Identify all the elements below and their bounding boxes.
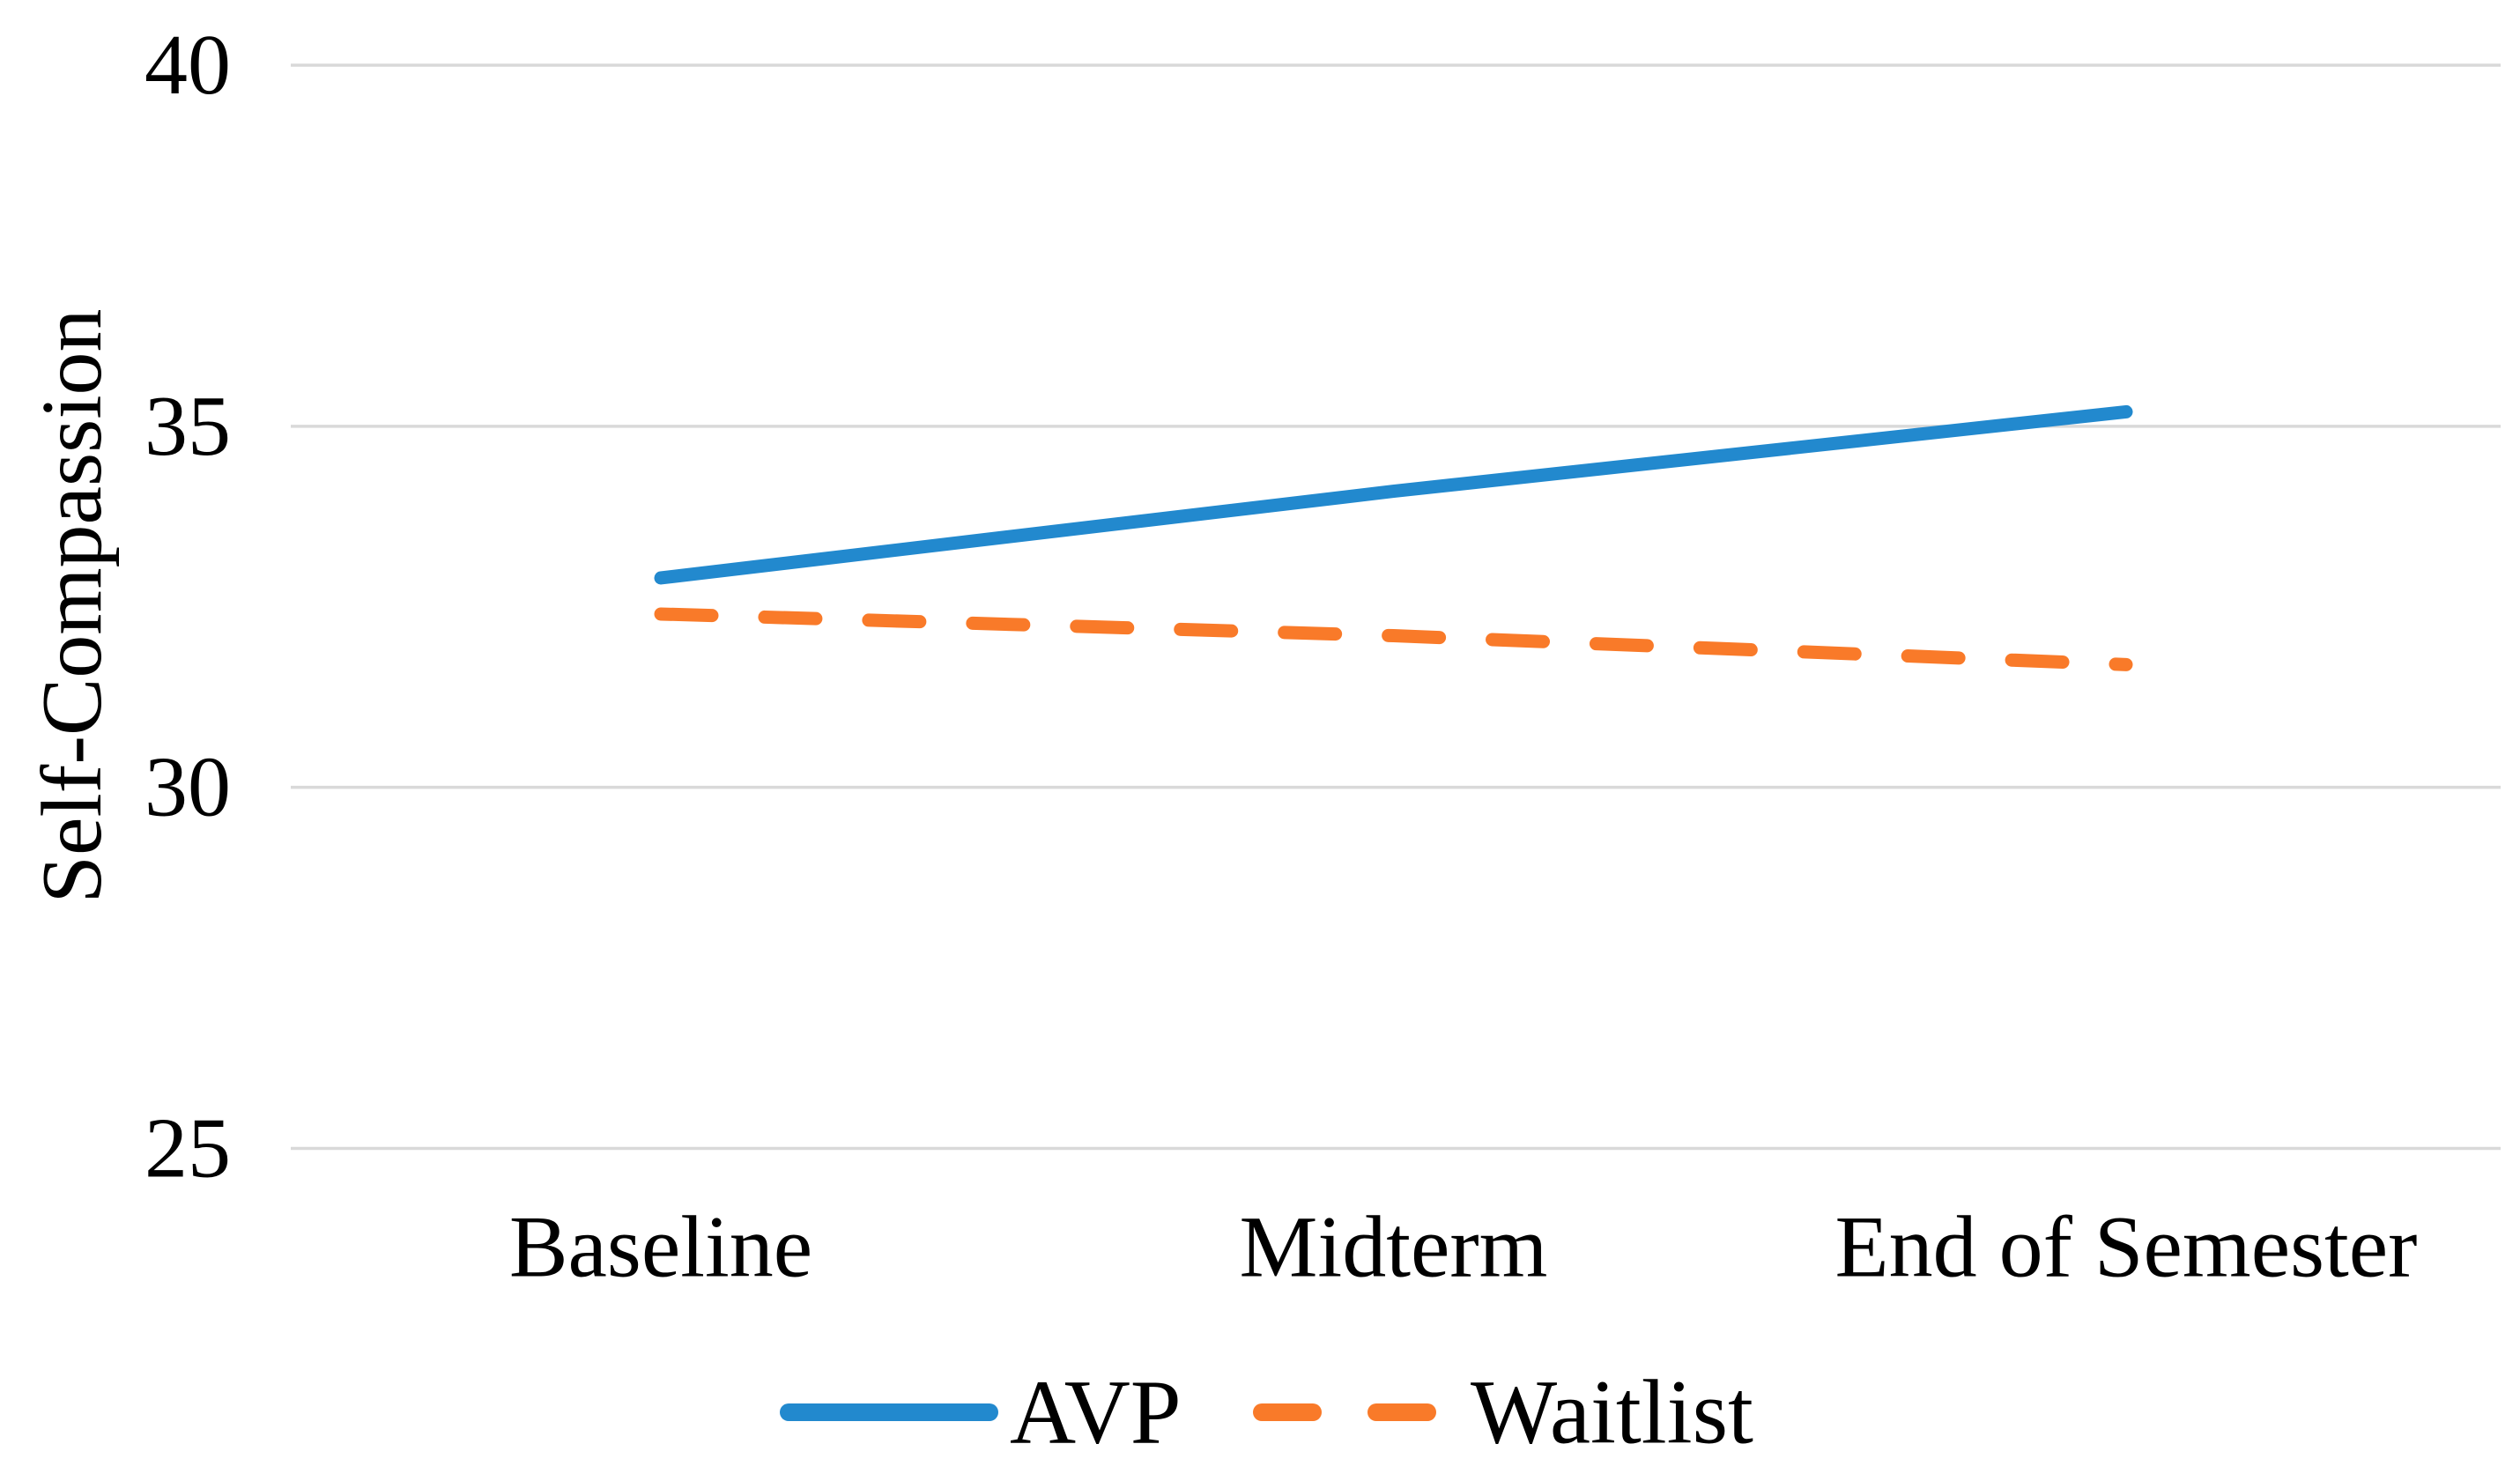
y-tick-label-30: 30 — [145, 740, 231, 835]
x-category-label-1: Midterm — [1240, 1198, 1548, 1296]
y-tick-label-25: 25 — [145, 1101, 231, 1196]
y-axis-title: Self-Compassion — [25, 308, 120, 903]
x-category-label-2: End of Semester — [1835, 1198, 2418, 1296]
legend: AVP Waitlist — [780, 1362, 1753, 1463]
avp-line-series — [654, 404, 2133, 585]
y-tick-labels-group: 40 35 30 25 — [145, 18, 231, 1196]
avp-legend-label: AVP — [1010, 1362, 1182, 1463]
y-tick-label-40: 40 — [145, 18, 231, 113]
x-category-label-0: Baseline — [509, 1198, 812, 1296]
gridlines-group — [291, 63, 2501, 1151]
x-category-labels-group: Baseline Midterm End of Semester — [509, 1198, 2418, 1296]
waitlist-line-series — [654, 607, 2133, 671]
y-tick-label-35: 35 — [145, 379, 231, 474]
waitlist-legend-label: Waitlist — [1471, 1362, 1753, 1463]
